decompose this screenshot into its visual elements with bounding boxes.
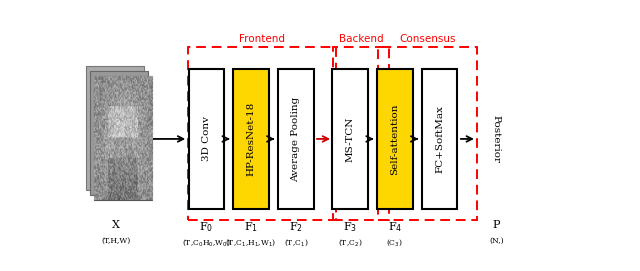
FancyBboxPatch shape bbox=[90, 71, 148, 195]
Text: F$_1$: F$_1$ bbox=[244, 220, 258, 234]
FancyBboxPatch shape bbox=[422, 69, 458, 209]
Text: Backend: Backend bbox=[339, 34, 383, 44]
FancyBboxPatch shape bbox=[94, 76, 152, 201]
FancyBboxPatch shape bbox=[189, 69, 225, 209]
FancyBboxPatch shape bbox=[377, 69, 413, 209]
Text: Average Pooling: Average Pooling bbox=[291, 96, 300, 182]
Text: (C$_3$): (C$_3$) bbox=[387, 237, 403, 248]
Text: F$_3$: F$_3$ bbox=[343, 220, 357, 234]
Text: X: X bbox=[112, 220, 120, 230]
Text: (T,C$_2$): (T,C$_2$) bbox=[338, 237, 362, 248]
Text: P: P bbox=[493, 220, 500, 230]
Text: Posterior: Posterior bbox=[492, 115, 500, 163]
Text: F$_2$: F$_2$ bbox=[289, 220, 303, 234]
Text: MS-TCN: MS-TCN bbox=[346, 116, 355, 162]
Text: (T,C$_0$H$_0$,W$_0$): (T,C$_0$H$_0$,W$_0$) bbox=[182, 237, 231, 248]
Text: (N,): (N,) bbox=[490, 237, 504, 245]
Text: HP-ResNet-18: HP-ResNet-18 bbox=[246, 102, 255, 176]
Text: F$_0$: F$_0$ bbox=[200, 220, 214, 234]
Text: Self-attention: Self-attention bbox=[390, 103, 399, 175]
Text: (T,C$_1$): (T,C$_1$) bbox=[284, 237, 308, 248]
FancyBboxPatch shape bbox=[278, 69, 314, 209]
FancyBboxPatch shape bbox=[86, 66, 145, 190]
Text: F$_4$: F$_4$ bbox=[388, 220, 402, 234]
Text: 3D Conv: 3D Conv bbox=[202, 117, 211, 162]
Text: Frontend: Frontend bbox=[239, 34, 285, 44]
Text: (T,H,W): (T,H,W) bbox=[101, 237, 131, 245]
FancyBboxPatch shape bbox=[233, 69, 269, 209]
FancyBboxPatch shape bbox=[332, 69, 368, 209]
Text: (T,C$_1$,H$_1$,W$_1$): (T,C$_1$,H$_1$,W$_1$) bbox=[225, 237, 276, 248]
Text: Consensus: Consensus bbox=[399, 34, 456, 44]
Text: FC+SoftMax: FC+SoftMax bbox=[435, 105, 444, 173]
